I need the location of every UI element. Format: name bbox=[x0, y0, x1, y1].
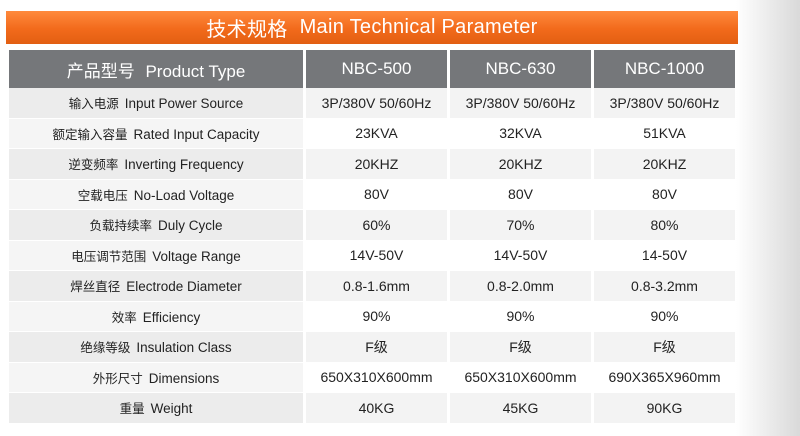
spec-value: 14-50V bbox=[594, 240, 735, 271]
spec-value: 14V-50V bbox=[306, 240, 447, 271]
spec-row: 输入电源 Input Power Source 3P/380V 50/60Hz 3P/… bbox=[9, 88, 735, 119]
spec-label: 逆变频率 Inverting Frequency bbox=[9, 149, 303, 180]
spec-value: 45KG bbox=[450, 393, 591, 424]
spec-value: F级 bbox=[306, 332, 447, 363]
spec-label-en: Weight bbox=[150, 401, 193, 417]
spec-label-cn: 空载电压 bbox=[77, 187, 128, 203]
spec-row: 负载持续率 Duly Cycle 60% 70% 80% bbox=[9, 210, 735, 241]
header-model: NBC-1000 bbox=[594, 50, 735, 88]
header-model: NBC-630 bbox=[450, 50, 591, 88]
spec-value: 20KHZ bbox=[450, 149, 591, 180]
spec-label: 负载持续率 Duly Cycle bbox=[9, 210, 303, 241]
header-label-cn: 产品型号 bbox=[66, 61, 135, 82]
spec-row: 绝缘等级 Insulation Class F级 F级 F级 bbox=[9, 332, 735, 363]
spec-label-cn: 效率 bbox=[111, 309, 137, 325]
spec-row: 效率 Efficiency 90% 90% 90% bbox=[9, 301, 735, 332]
spec-row: 外形尺寸 Dimensions 650X310X600mm 650X310X600mm… bbox=[9, 362, 735, 393]
spec-value: 0.8-2.0mm bbox=[450, 271, 591, 302]
spec-label-cn: 输入电源 bbox=[68, 96, 119, 112]
spec-value: 90KG bbox=[594, 393, 735, 424]
banner-title-cn: 技术规格 bbox=[206, 17, 288, 41]
header-product-type: 产品型号 Product Type bbox=[9, 50, 303, 88]
spec-value: 20KHZ bbox=[306, 149, 447, 180]
spec-value: 90% bbox=[306, 301, 447, 332]
spec-value: F级 bbox=[594, 332, 735, 363]
spec-label: 重量 Weight bbox=[9, 393, 303, 424]
spec-value: 80% bbox=[594, 210, 735, 241]
spec-value: F级 bbox=[450, 332, 591, 363]
spec-label-cn: 额定输入容量 bbox=[52, 126, 128, 142]
spec-label-en: Electrode Diameter bbox=[126, 279, 242, 295]
spec-label: 外形尺寸 Dimensions bbox=[9, 362, 303, 393]
spec-label-en: Rated Input Capacity bbox=[133, 126, 260, 142]
spec-label-en: Input Power Source bbox=[124, 96, 244, 112]
spec-row: 重量 Weight 40KG 45KG 90KG bbox=[9, 393, 735, 424]
spec-label-en: Insulation Class bbox=[136, 340, 232, 356]
spec-value: 32KVA bbox=[450, 118, 591, 149]
spec-value: 650X310X600mm bbox=[450, 362, 591, 393]
spec-value: 0.8-1.6mm bbox=[306, 271, 447, 302]
spec-value: 80V bbox=[594, 179, 735, 210]
spec-label: 额定输入容量 Rated Input Capacity bbox=[9, 118, 303, 149]
spec-row: 逆变频率 Inverting Frequency 20KHZ 20KHZ 20KHZ bbox=[9, 149, 735, 180]
spec-row: 焊丝直径 Electrode Diameter 0.8-1.6mm 0.8-2.0mm… bbox=[9, 271, 735, 302]
spec-label: 输入电源 Input Power Source bbox=[9, 88, 303, 119]
spec-value: 3P/380V 50/60Hz bbox=[306, 88, 447, 119]
header-model: NBC-500 bbox=[306, 50, 447, 88]
spec-value: 650X310X600mm bbox=[306, 362, 447, 393]
spec-value: 80V bbox=[450, 179, 591, 210]
spec-value: 80V bbox=[306, 179, 447, 210]
spec-label-cn: 外形尺寸 bbox=[92, 370, 143, 386]
header-row: 产品型号 Product Type NBC-500 NBC-630 NBC-10… bbox=[9, 50, 735, 88]
spec-banner: 技术规格 Main Technical Parameter bbox=[6, 11, 738, 44]
spec-label-cn: 负载持续率 bbox=[89, 218, 152, 234]
spec-value: 51KVA bbox=[594, 118, 735, 149]
banner-title-en: Main Technical Parameter bbox=[299, 16, 538, 38]
spec-label-en: Efficiency bbox=[142, 309, 201, 325]
spec-label: 电压调节范围 Voltage Range bbox=[9, 240, 303, 271]
spec-value: 0.8-3.2mm bbox=[594, 271, 735, 302]
spec-value: 40KG bbox=[306, 393, 447, 424]
spec-value: 690X365X960mm bbox=[594, 362, 735, 393]
spec-label: 焊丝直径 Electrode Diameter bbox=[9, 271, 303, 302]
spec-label-en: Duly Cycle bbox=[158, 218, 223, 234]
spec-value: 3P/380V 50/60Hz bbox=[450, 88, 591, 119]
spec-label-cn: 逆变频率 bbox=[68, 157, 119, 173]
spec-row: 电压调节范围 Voltage Range 14V-50V 14V-50V 14-50V bbox=[9, 240, 735, 271]
spec-value: 23KVA bbox=[306, 118, 447, 149]
spec-label-en: Voltage Range bbox=[152, 248, 241, 264]
spec-table: 产品型号 Product Type NBC-500 NBC-630 NBC-10… bbox=[6, 50, 738, 424]
spec-row: 空载电压 No-Load Voltage 80V 80V 80V bbox=[9, 179, 735, 210]
spec-label-en: Inverting Frequency bbox=[124, 157, 244, 173]
spec-label-cn: 电压调节范围 bbox=[71, 248, 147, 264]
spec-label-en: No-Load Voltage bbox=[133, 187, 235, 203]
spec-value: 3P/380V 50/60Hz bbox=[594, 88, 735, 119]
header-label-en: Product Type bbox=[145, 61, 246, 81]
spec-label: 效率 Efficiency bbox=[9, 301, 303, 332]
spec-value: 70% bbox=[450, 210, 591, 241]
spec-label: 空载电压 No-Load Voltage bbox=[9, 179, 303, 210]
spec-value: 60% bbox=[306, 210, 447, 241]
spec-label-en: Dimensions bbox=[148, 370, 220, 386]
spec-value: 20KHZ bbox=[594, 149, 735, 180]
spec-label-cn: 焊丝直径 bbox=[70, 279, 121, 295]
spec-label-cn: 绝缘等级 bbox=[80, 340, 131, 356]
spec-label-cn: 重量 bbox=[119, 401, 145, 417]
spec-value: 90% bbox=[450, 301, 591, 332]
spec-label: 绝缘等级 Insulation Class bbox=[9, 332, 303, 363]
spec-value: 90% bbox=[594, 301, 735, 332]
spec-value: 14V-50V bbox=[450, 240, 591, 271]
spec-row: 额定输入容量 Rated Input Capacity 23KVA 32KVA 51KV… bbox=[9, 118, 735, 149]
